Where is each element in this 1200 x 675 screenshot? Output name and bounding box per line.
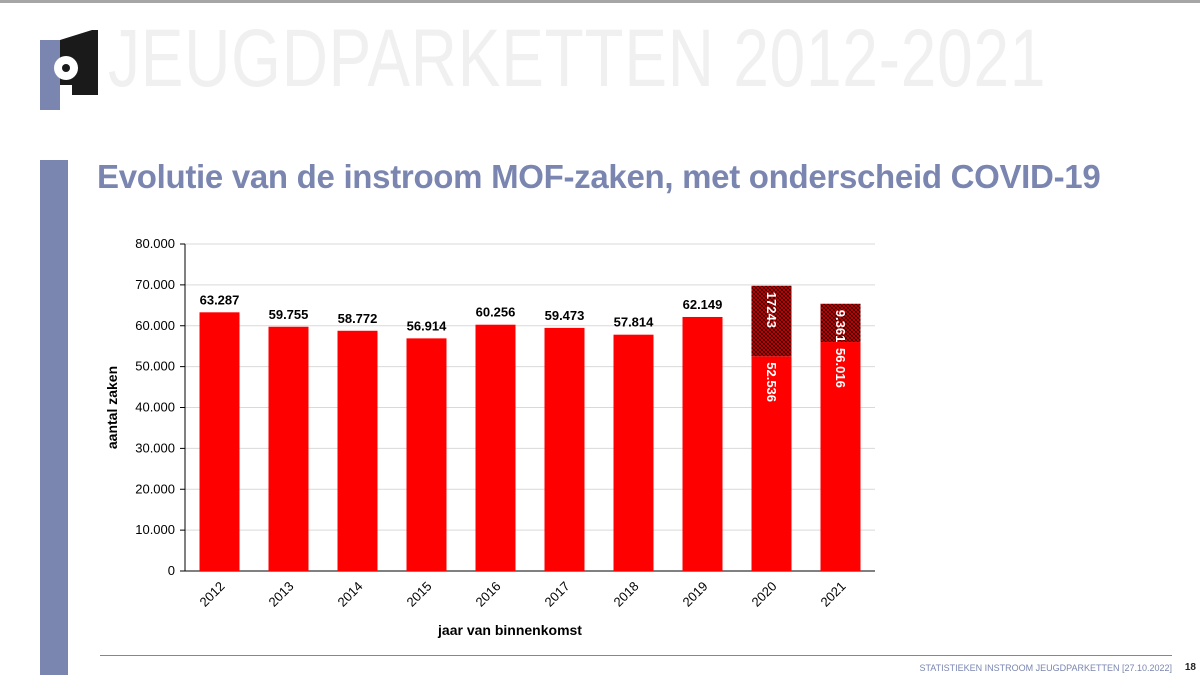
x-tick-label-2012: 2012 (197, 579, 228, 610)
y-tick-label: 50.000 (135, 359, 175, 374)
y-tick-label: 10.000 (135, 522, 175, 537)
x-tick-label-2018: 2018 (611, 579, 642, 610)
logo (40, 30, 98, 110)
page-title: Evolutie van de instroom MOF-zaken, met … (97, 158, 1101, 195)
bar-chart: 0 10.000 20.000 30.000 40.000 50.000 60.000 70.… (104, 236, 875, 638)
x-tick-label-2015: 2015 (404, 579, 435, 610)
data-label-2017: 59.473 (545, 308, 585, 323)
x-tick-label-2021: 2021 (818, 579, 849, 610)
bar-covid-2020 (751, 285, 792, 357)
data-label-2016: 60.256 (476, 305, 516, 320)
data-label-2012: 63.287 (200, 292, 240, 307)
page-number: 18 (1184, 662, 1196, 673)
data-label-2020: 52.536 (764, 362, 779, 402)
data-label-covid-2020: 17243 (764, 292, 779, 328)
x-tick-label-2019: 2019 (680, 579, 711, 610)
bar-2014 (337, 330, 378, 571)
header-watermark: JEUGDPARKETTEN 2012-2021 (108, 13, 1047, 104)
bar-2020 (751, 356, 792, 571)
y-tick-label: 60.000 (135, 318, 175, 333)
x-tick-label-2020: 2020 (749, 579, 780, 610)
footer-rule (100, 655, 1172, 656)
side-accent-bar (40, 160, 68, 675)
y-tick-label: 20.000 (135, 481, 175, 496)
y-axis-label: aantal zaken (104, 366, 120, 449)
y-tick-label: 40.000 (135, 400, 175, 415)
y-tick-label: 30.000 (135, 440, 175, 455)
data-label-2013: 59.755 (269, 307, 309, 322)
data-label-2014: 58.772 (338, 311, 378, 326)
bar-2013 (268, 326, 309, 571)
x-tick-label-2014: 2014 (335, 579, 366, 610)
bar-2012 (199, 312, 240, 571)
y-tick-label: 70.000 (135, 277, 175, 292)
footer-text: STATISTIEKEN INSTROOM JEUGDPARKETTEN [27… (919, 663, 1172, 673)
y-tick-label: 0 (168, 563, 175, 578)
x-tick-label-2016: 2016 (473, 579, 504, 610)
data-label-2021: 56.016 (833, 348, 848, 388)
data-label-covid-2021: 9.361 (833, 310, 848, 343)
bar-covid-2021 (820, 303, 861, 343)
data-label-2015: 56.914 (407, 318, 448, 333)
bar-2016 (475, 324, 516, 571)
bar-2019 (682, 316, 723, 571)
data-label-2018: 57.814 (614, 315, 655, 330)
x-tick-label-2017: 2017 (542, 579, 573, 610)
bar-2017 (544, 327, 585, 571)
bar-2015 (406, 338, 447, 571)
x-tick-label-2013: 2013 (266, 579, 297, 610)
top-rule (0, 0, 1200, 3)
x-axis-label: jaar van binnenkomst (437, 622, 582, 638)
data-label-2019: 62.149 (683, 297, 723, 312)
bar-2021 (820, 342, 861, 571)
bar-2018 (613, 334, 654, 571)
y-tick-label: 80.000 (135, 236, 175, 251)
